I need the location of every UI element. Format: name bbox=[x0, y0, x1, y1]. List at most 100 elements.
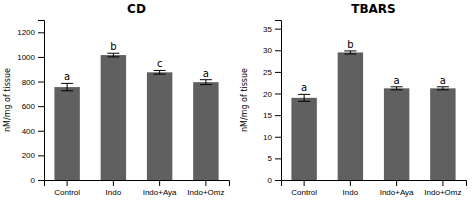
chart: abca020040060080010001200ControlIndoIndo… bbox=[0, 0, 474, 200]
tick-label: 35 bbox=[263, 25, 272, 34]
tick-mark bbox=[38, 155, 44, 156]
error-line bbox=[61, 83, 73, 84]
error-line bbox=[154, 74, 166, 75]
tick-mark bbox=[275, 180, 281, 181]
error-line bbox=[298, 101, 310, 102]
annotations: a b c a bbox=[64, 41, 209, 82]
axis-line bbox=[45, 181, 230, 187]
error-bar bbox=[61, 83, 73, 90]
tick-mark bbox=[159, 180, 160, 186]
tick-mark bbox=[396, 180, 397, 186]
error-bar bbox=[437, 87, 449, 90]
error-line bbox=[107, 56, 119, 57]
x-axis: Control Indo Indo+Aya Indo+Omz bbox=[282, 180, 467, 197]
tick-mark bbox=[205, 180, 206, 186]
error-line bbox=[205, 80, 206, 85]
tick-label: Indo+Aya bbox=[143, 188, 177, 197]
tick-label: Indo+Aya bbox=[380, 188, 414, 197]
annotation: a bbox=[394, 75, 400, 86]
annotation: c bbox=[157, 58, 163, 69]
tick: 5 bbox=[268, 154, 281, 163]
error-line bbox=[113, 53, 114, 57]
annotation: a bbox=[440, 75, 446, 86]
y-axis-title: nM/mg of tissue bbox=[3, 68, 12, 132]
error-bar bbox=[344, 51, 356, 54]
error-line bbox=[159, 70, 160, 74]
tick-mark bbox=[67, 180, 68, 186]
panel: a b a a 0 5 10 15 20 25 30 35 Control Indo Indo+Aya Ind… bbox=[240, 2, 467, 197]
error-line bbox=[437, 86, 449, 87]
bar bbox=[101, 55, 126, 180]
tick: 600 bbox=[22, 102, 44, 111]
tick-label: 15 bbox=[263, 111, 272, 120]
tick: 1200 bbox=[17, 28, 44, 37]
plot-area bbox=[291, 51, 455, 180]
error-line bbox=[344, 50, 356, 51]
tick-label: Indo+Omz bbox=[424, 188, 461, 197]
error-line bbox=[61, 90, 73, 91]
error-line bbox=[67, 83, 68, 90]
tick-mark bbox=[275, 115, 281, 116]
tick-mark bbox=[38, 32, 44, 33]
tick-mark bbox=[275, 94, 281, 95]
plot-area bbox=[54, 53, 218, 180]
title: CD bbox=[127, 2, 146, 16]
error-line bbox=[391, 86, 403, 87]
tick-mark bbox=[38, 180, 44, 181]
annotation: b bbox=[347, 39, 353, 50]
error-line bbox=[107, 53, 119, 54]
bar bbox=[430, 88, 455, 180]
tick: 800 bbox=[22, 78, 44, 87]
error-line bbox=[200, 79, 212, 80]
tick-label: 600 bbox=[22, 102, 36, 111]
tick-label: 30 bbox=[263, 46, 272, 55]
annotations: a b a a bbox=[301, 39, 446, 93]
tick-mark bbox=[304, 180, 305, 186]
tick-mark bbox=[275, 29, 281, 30]
annotation: a bbox=[301, 82, 307, 93]
tick: 25 bbox=[263, 68, 281, 77]
annotation: a bbox=[203, 68, 209, 79]
x-axis: ControlIndoIndo+AyaIndo+Omz bbox=[45, 180, 230, 197]
tick-label: 0 bbox=[268, 176, 273, 185]
tick-mark bbox=[38, 131, 44, 132]
tick: Indo+Omz bbox=[424, 180, 461, 197]
bar bbox=[291, 98, 316, 180]
tick: Indo+Omz bbox=[187, 180, 224, 197]
y-axis-title: nM/mg of tissue bbox=[240, 68, 249, 132]
tick-label: Indo+Omz bbox=[187, 188, 224, 197]
bar bbox=[147, 72, 172, 180]
panel: abca020040060080010001200ControlIndoIndo… bbox=[3, 2, 230, 197]
tick-mark bbox=[38, 82, 44, 83]
tick-label: 200 bbox=[22, 151, 36, 160]
axis-line bbox=[282, 181, 467, 187]
annotation: b bbox=[110, 41, 116, 52]
tick: Indo+Aya bbox=[143, 180, 177, 197]
bar bbox=[338, 52, 363, 180]
tick: Indo bbox=[343, 180, 359, 197]
bar bbox=[193, 82, 218, 180]
tick: 10 bbox=[263, 133, 281, 142]
tick-label: Control bbox=[54, 188, 80, 197]
tick: 20 bbox=[263, 90, 281, 99]
tick-label: 400 bbox=[22, 127, 36, 136]
tick: 0 bbox=[31, 176, 44, 185]
tick: 35 bbox=[263, 25, 281, 34]
error-line bbox=[298, 94, 310, 95]
y-axis: 0 5 10 15 20 25 30 35 bbox=[263, 21, 281, 186]
tick-mark bbox=[275, 72, 281, 73]
annotation: a bbox=[64, 71, 70, 82]
tick: 400 bbox=[22, 127, 44, 136]
error-line bbox=[437, 89, 449, 90]
tick-label: 0 bbox=[31, 176, 36, 185]
tick: 1000 bbox=[17, 53, 44, 62]
tick-label: Control bbox=[291, 188, 317, 197]
bar bbox=[54, 87, 79, 180]
tick: Indo+Aya bbox=[380, 180, 414, 197]
error-bar bbox=[154, 70, 166, 74]
error-line bbox=[391, 89, 403, 90]
bar bbox=[384, 88, 409, 180]
tick-label: 20 bbox=[263, 90, 272, 99]
tick-mark bbox=[113, 180, 114, 186]
title: TBARS bbox=[351, 2, 396, 16]
